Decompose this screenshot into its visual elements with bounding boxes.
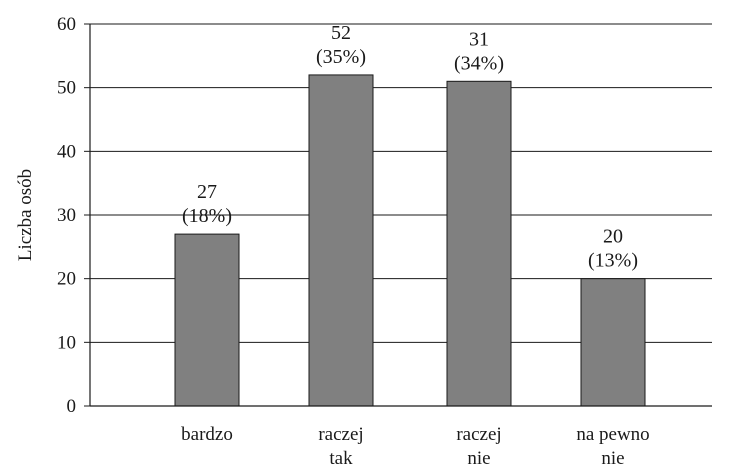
data-label: 20 <box>603 226 623 248</box>
y-tick-label: 60 <box>57 14 76 35</box>
bar <box>174 233 240 407</box>
axes <box>84 23 712 407</box>
category-label: raczej <box>456 424 501 445</box>
data-label: (35%) <box>316 46 366 68</box>
category-labels: bardzo raczej tak raczej nie na pewno nie <box>181 424 650 469</box>
category-label: na pewno <box>576 424 649 445</box>
y-tick-label: 10 <box>57 332 76 353</box>
y-tick-label: 20 <box>57 269 76 290</box>
y-axis-title: Liczba osób <box>15 169 36 261</box>
y-tick-labels: 0 10 20 30 40 50 60 <box>57 14 76 417</box>
category-label: nie <box>601 448 624 469</box>
y-tick-label: 40 <box>57 141 76 162</box>
data-label: 52 <box>331 22 351 44</box>
category-label: nie <box>467 448 490 469</box>
bar <box>308 74 374 407</box>
category-label: raczej <box>318 424 363 445</box>
y-tick-label: 0 <box>67 396 77 417</box>
bar <box>580 278 646 407</box>
category-label: bardzo <box>181 424 233 445</box>
bars <box>174 74 646 407</box>
data-label: 31 <box>469 28 489 50</box>
y-tick-label: 50 <box>57 78 76 99</box>
category-label: tak <box>329 448 353 469</box>
data-label: (13%) <box>588 250 638 272</box>
data-labels: 27(18%) 52(35%) 31(34%) 20(13%) <box>182 22 638 272</box>
data-label: (34%) <box>454 52 504 74</box>
data-label: 27 <box>197 181 217 203</box>
y-tick-label: 30 <box>57 205 76 226</box>
bar <box>446 80 512 407</box>
data-label: (18%) <box>182 205 232 227</box>
